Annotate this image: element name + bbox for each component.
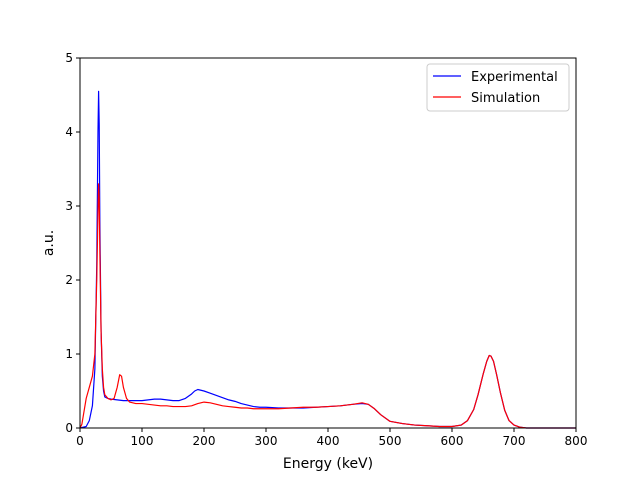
x-tick-label: 100 xyxy=(131,434,154,448)
series-line-simulation xyxy=(79,183,576,429)
y-tick-label: 3 xyxy=(65,199,73,213)
x-axis-label: Energy (keV) xyxy=(283,456,373,472)
x-tick-label: 500 xyxy=(379,434,402,448)
axes-frame xyxy=(79,57,577,429)
plot-area xyxy=(79,90,576,429)
x-tick-label: 300 xyxy=(255,434,278,448)
x-tick-label: 800 xyxy=(565,434,588,448)
x-tick-label: 600 xyxy=(441,434,464,448)
legend-label-experimental: Experimental xyxy=(471,70,558,85)
y-tick-label: 0 xyxy=(65,421,73,435)
x-axis-ticks: 0 100 200 300 400 500 600 700 800 xyxy=(76,428,587,448)
y-tick-label: 2 xyxy=(65,273,73,287)
y-tick-label: 1 xyxy=(65,347,73,361)
x-tick-label: 0 xyxy=(76,434,84,448)
y-axis-label: a.u. xyxy=(41,230,57,256)
legend: Experimental Simulation xyxy=(426,63,570,112)
y-axis-ticks: 0 1 2 3 4 5 xyxy=(65,51,80,435)
x-tick-label: 700 xyxy=(503,434,526,448)
y-tick-label: 5 xyxy=(65,51,73,65)
legend-box xyxy=(426,63,570,112)
legend-label-simulation: Simulation xyxy=(471,91,540,106)
y-tick-label: 4 xyxy=(65,125,73,139)
x-tick-label: 400 xyxy=(317,434,340,448)
x-tick-label: 200 xyxy=(193,434,216,448)
